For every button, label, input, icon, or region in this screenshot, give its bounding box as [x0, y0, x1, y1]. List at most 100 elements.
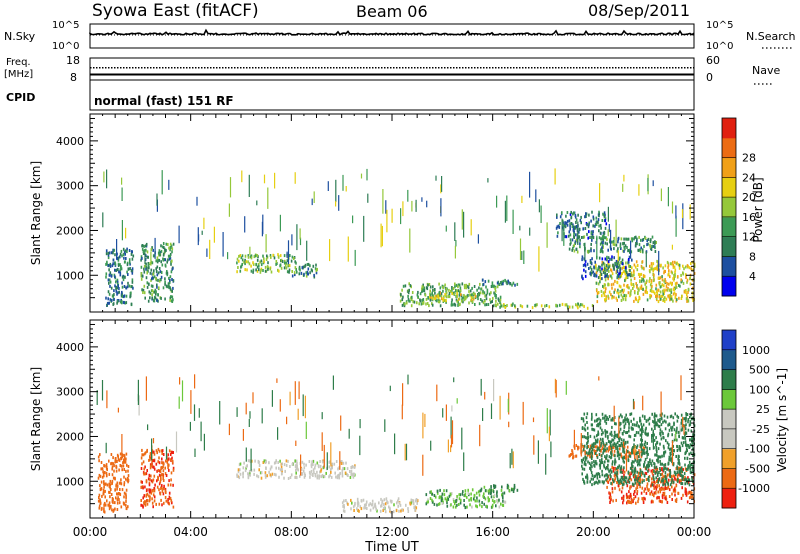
range-cell: [669, 288, 671, 292]
freq-dot: [678, 67, 680, 69]
range-cell: [464, 489, 467, 493]
range-cell: [117, 268, 119, 272]
range-cell: [578, 228, 581, 232]
range-cell: [105, 463, 108, 467]
range-cell: [493, 379, 495, 402]
range-cell: [652, 180, 654, 187]
range-cell: [546, 408, 548, 434]
range-cell: [107, 278, 110, 282]
range-cell: [236, 473, 238, 477]
range-cell: [680, 482, 682, 485]
range-cell: [397, 504, 399, 508]
range-cell: [114, 488, 117, 492]
range-cell: [662, 487, 665, 491]
range-cell: [579, 304, 581, 308]
freq-dot: [255, 67, 257, 69]
range-cell: [481, 299, 483, 303]
range-cell: [624, 279, 626, 283]
range-cell: [490, 485, 492, 489]
range-cell: [494, 485, 496, 489]
range-cell: [635, 241, 637, 245]
range-cell: [267, 261, 269, 265]
range-cell: [669, 483, 672, 487]
range-cell: [412, 502, 415, 506]
range-cell: [317, 464, 320, 468]
nsearch-dot: [642, 34, 643, 36]
range-cell: [145, 472, 148, 476]
range-cell: [602, 438, 604, 442]
range-cell: [490, 488, 492, 492]
range-cell: [444, 293, 446, 296]
freq-dot: [453, 67, 455, 69]
range-cell: [583, 462, 586, 466]
range-cell: [581, 435, 584, 439]
range-cell: [641, 260, 644, 264]
range-cell: [445, 295, 448, 299]
freq-dot: [111, 67, 113, 69]
range-cell: [228, 203, 230, 217]
range-cell: [621, 456, 624, 460]
range-cell: [144, 472, 147, 476]
range-cell: [165, 474, 168, 477]
range-cell: [408, 288, 410, 292]
range-cell: [256, 200, 258, 206]
range-cell: [668, 468, 671, 472]
range-cell: [596, 445, 598, 449]
range-cell: [670, 480, 673, 484]
range-cell: [425, 297, 428, 301]
range-cell: [410, 304, 413, 308]
range-cell: [172, 286, 174, 290]
range-cell: [596, 455, 599, 459]
range-cell: [169, 278, 171, 282]
range-cell: [644, 445, 647, 449]
range-cell: [641, 448, 644, 452]
range-cell: [496, 285, 499, 289]
range-cell: [125, 494, 127, 498]
range-cell: [117, 258, 120, 262]
freq-dot: [273, 67, 275, 69]
range-cell: [270, 255, 272, 259]
range-cell: [669, 474, 671, 478]
range-cell: [442, 297, 445, 301]
range-cell: [623, 438, 625, 442]
range-cell: [639, 478, 641, 481]
range-cell: [146, 271, 148, 275]
range-cell: [638, 462, 640, 465]
range-cell: [143, 264, 146, 268]
freq-dot: [606, 67, 608, 69]
freq-dot: [465, 67, 467, 69]
range-cell: [631, 423, 634, 427]
range-cell: [639, 428, 642, 432]
freq-dot: [375, 67, 377, 69]
range-cell: [301, 472, 304, 476]
range-cell: [445, 299, 447, 303]
range-cell: [613, 243, 616, 247]
range-cell: [636, 446, 638, 450]
range-cell: [597, 472, 600, 476]
range-cell: [470, 497, 472, 501]
range-cell: [283, 254, 286, 258]
range-cell: [611, 276, 613, 280]
nsearch-dot: [180, 34, 181, 36]
range-cell: [393, 503, 395, 507]
nsearch-dot: [426, 34, 427, 36]
range-cell: [627, 495, 629, 499]
range-cell: [458, 297, 461, 301]
range-cell: [159, 270, 162, 274]
range-cell: [591, 427, 593, 431]
range-cell: [119, 268, 122, 272]
range-cell: [125, 227, 127, 239]
range-cell: [671, 428, 673, 432]
range-cell: [344, 471, 347, 475]
nsearch-dot: [477, 34, 478, 36]
range-cell: [666, 415, 669, 419]
range-cell: [341, 471, 344, 475]
range-cell: [140, 467, 143, 470]
nsearch-dot: [372, 34, 373, 36]
range-cell: [169, 252, 172, 256]
range-cell: [115, 280, 117, 284]
range-cell: [667, 486, 669, 490]
range-cell: [653, 477, 655, 481]
range-cell: [165, 271, 168, 275]
range-cell: [606, 416, 608, 420]
